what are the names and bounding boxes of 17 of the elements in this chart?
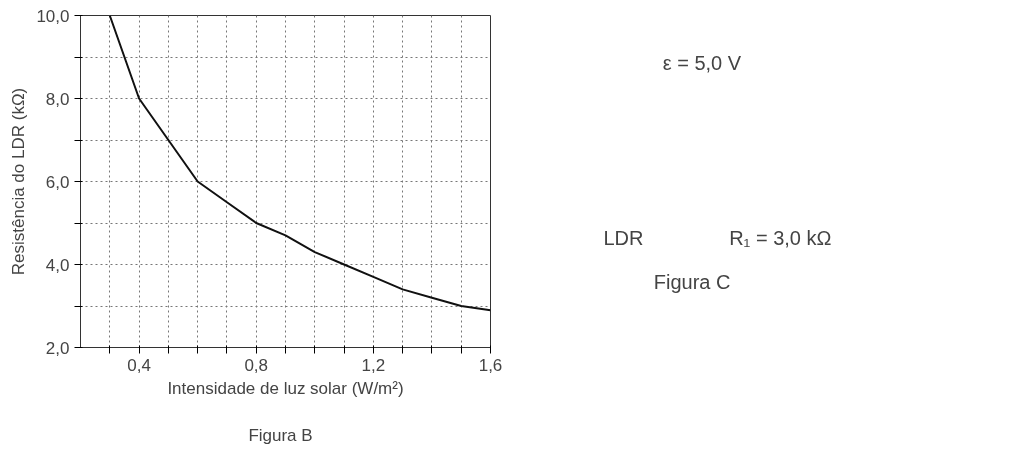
y-tick-label: 8,0 xyxy=(45,89,70,109)
text: Figura C xyxy=(653,271,731,294)
y-tick-label: 2,0 xyxy=(45,338,70,358)
y-tick-label: 4,0 xyxy=(45,255,70,275)
text: R₁ = 3,0 kΩ xyxy=(729,227,832,250)
line-series xyxy=(108,15,491,312)
x-tick-label: 1,6 xyxy=(478,355,503,375)
x-tick-label: 0,8 xyxy=(244,355,269,375)
x-axis-title: Intensidade de luz solar (W/m²) xyxy=(167,378,404,398)
y-tick-label: 6,0 xyxy=(45,172,70,192)
y-tick-label: 10,0 xyxy=(36,6,70,26)
text: ε = 5,0 V xyxy=(662,51,742,74)
x-tick-label: 1,2 xyxy=(361,355,386,375)
text: LDR xyxy=(603,227,644,250)
text: Figura B xyxy=(248,425,313,445)
x-tick-label: 0,4 xyxy=(127,355,151,375)
y-axis-title: Resistência do LDR (kΩ) xyxy=(9,87,29,276)
